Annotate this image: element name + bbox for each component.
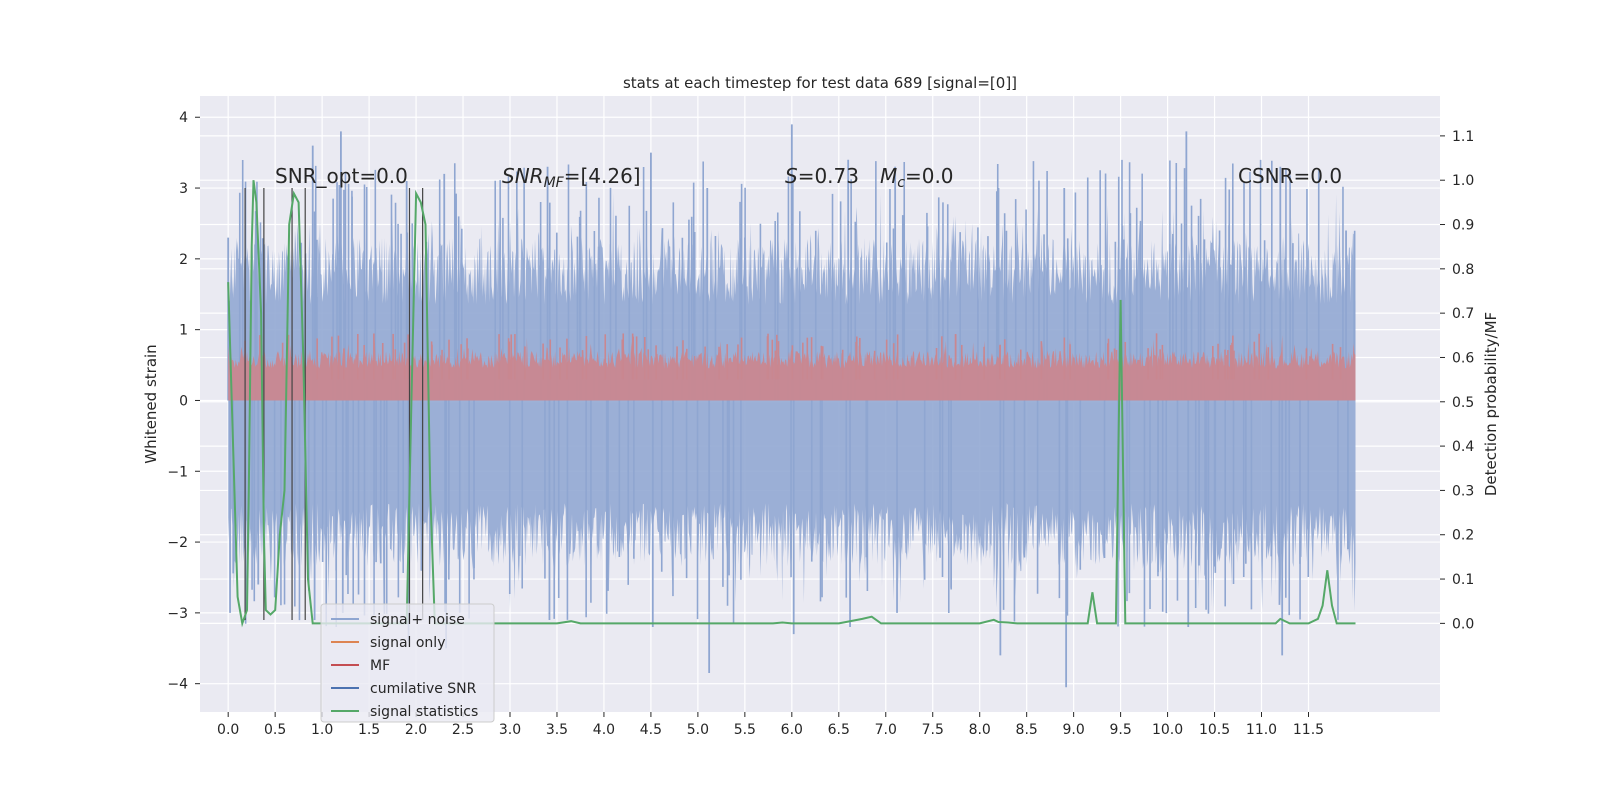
y-tick-label: 0 [179,393,188,409]
y-tick-label-right: 0.8 [1452,262,1474,278]
y-tick-label-right: 0.9 [1452,218,1474,234]
y-tick-label-right: 0.6 [1452,350,1474,366]
y-tick-label: −2 [167,535,188,551]
y-tick-label-right: 1.1 [1452,129,1474,145]
annotation-csnr: CSNR=0.0 [1238,164,1342,188]
legend-label: signal statistics [370,704,478,720]
x-tick-label: 7.0 [875,722,897,738]
y-tick-label: 2 [179,252,188,268]
y-tick-label-right: 0.0 [1452,616,1474,632]
x-tick-label: 4.5 [640,722,662,738]
plot-content [227,124,1356,688]
x-tick-label: 1.5 [358,722,380,738]
annotation-snr-mf: SNRMF=[4.26] [502,164,641,191]
y-tick-label-right: 1.0 [1452,173,1474,189]
y-tick-label: −1 [167,464,188,480]
x-tick-label: 4.0 [593,722,615,738]
legend: signal+ noise signal only MF cumilative SNR… [320,603,495,723]
vertical-markers [244,188,424,620]
legend-label: cumilative SNR [370,681,477,697]
y-tick-label-right: 0.4 [1452,439,1474,455]
x-tick-label: 2.0 [405,722,427,738]
x-tick-label: 10.5 [1199,722,1230,738]
x-tick-label: 0.0 [217,722,239,738]
x-tick-label: 7.5 [922,722,944,738]
y-tick-label: 1 [179,323,188,339]
x-tick-label: 3.0 [499,722,521,738]
annotations: SNR_opt=0.0 SNRMF=[4.26] S=0.73 Mc=0.0 C… [275,164,1342,191]
x-tick-label: 8.5 [1016,722,1038,738]
legend-box [320,603,495,723]
y-tick-label: −3 [167,606,188,622]
y-tick-label-right: 0.3 [1452,483,1474,499]
x-tick-label: 11.5 [1293,722,1324,738]
axis-ticks: 0.0 0.5 1.0 1.5 2.0 2.5 3.0 3.5 4.0 4.5 5.0 5.5 6.0 6… [167,110,1474,738]
y-axis-label-right: Detection probability/MF [1482,312,1500,496]
signal-statistics-series [227,180,1356,628]
x-tick-label: 9.5 [1109,722,1131,738]
x-tick-label: 5.5 [734,722,756,738]
x-tick-label: 8.0 [969,722,991,738]
mf-spikes [244,333,1342,380]
x-tick-label: 11.0 [1246,722,1277,738]
legend-label: signal only [370,635,445,651]
x-tick-label: 10.0 [1152,722,1183,738]
x-tick-label: 3.5 [546,722,568,738]
legend-label: signal+ noise [370,612,465,628]
x-tick-label: 2.5 [452,722,474,738]
y-tick-label-right: 0.5 [1452,395,1474,411]
x-tick-label: 5.0 [687,722,709,738]
chart-title: stats at each timestep for test data 689… [623,74,1017,92]
x-tick-label: 6.5 [828,722,850,738]
x-tick-label: 0.5 [264,722,286,738]
x-tick-label: 9.0 [1063,722,1085,738]
y-tick-label-right: 0.1 [1452,572,1474,588]
x-tick-label: 1.0 [311,722,333,738]
legend-label: MF [370,658,390,674]
annotation-s: S=0.73 [785,164,859,188]
y-tick-label-right: 0.2 [1452,528,1474,544]
y-tick-label-right: 0.7 [1452,306,1474,322]
y-tick-label: 3 [179,181,188,197]
annotation-snr-opt: SNR_opt=0.0 [275,164,408,188]
x-tick-label: 6.0 [781,722,803,738]
y-axis-label: Whitened strain [142,344,160,463]
y-tick-label: 4 [179,110,188,126]
annotation-mc: Mc=0.0 [880,164,954,191]
y-tick-label: −4 [167,677,188,693]
